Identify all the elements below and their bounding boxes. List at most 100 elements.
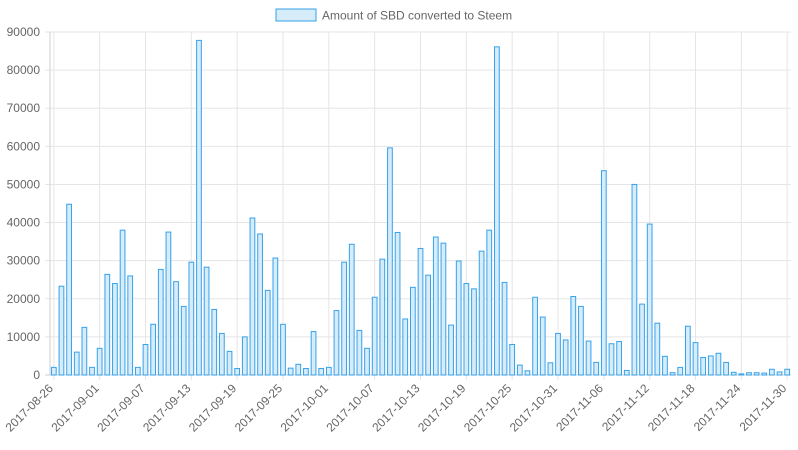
bar[interactable]: [287, 367, 294, 376]
bar[interactable]: [348, 243, 355, 376]
bar[interactable]: [769, 368, 775, 376]
bar[interactable]: [310, 331, 317, 376]
bar[interactable]: [715, 352, 722, 376]
bar[interactable]: [249, 217, 256, 376]
bar[interactable]: [272, 257, 279, 376]
bar[interactable]: [325, 366, 332, 376]
bar[interactable]: [532, 296, 538, 376]
bar[interactable]: [524, 370, 531, 376]
bar[interactable]: [188, 261, 195, 376]
bar[interactable]: [784, 368, 791, 376]
bar[interactable]: [455, 260, 462, 376]
bar[interactable]: [585, 340, 592, 376]
bar[interactable]: [440, 242, 447, 376]
bar[interactable]: [608, 343, 615, 376]
bar[interactable]: [654, 322, 661, 376]
bar[interactable]: [677, 366, 684, 376]
bar[interactable]: [379, 258, 386, 376]
bar[interactable]: [96, 347, 103, 376]
bar[interactable]: [112, 283, 118, 376]
bar[interactable]: [639, 303, 645, 376]
bar[interactable]: [730, 371, 737, 376]
bar[interactable]: [776, 371, 783, 376]
bar[interactable]: [157, 268, 164, 376]
bar[interactable]: [402, 318, 409, 376]
bar[interactable]: [119, 229, 126, 376]
legend-swatch[interactable]: [275, 8, 317, 22]
bar[interactable]: [241, 336, 248, 376]
bar[interactable]: [280, 323, 286, 376]
bar[interactable]: [264, 289, 271, 376]
bar[interactable]: [578, 305, 584, 376]
bar[interactable]: [463, 283, 470, 376]
bar[interactable]: [692, 342, 699, 376]
bar[interactable]: [486, 229, 493, 376]
bar[interactable]: [761, 372, 768, 376]
bar[interactable]: [494, 46, 500, 376]
bar[interactable]: [593, 361, 600, 376]
bar[interactable]: [394, 231, 401, 376]
bar[interactable]: [89, 366, 95, 376]
bar[interactable]: [707, 355, 714, 376]
bar[interactable]: [623, 369, 630, 376]
bar[interactable]: [303, 368, 309, 376]
bar[interactable]: [547, 362, 554, 376]
bar[interactable]: [226, 350, 233, 376]
bar[interactable]: [417, 247, 424, 376]
bar[interactable]: [738, 373, 745, 376]
bar[interactable]: [295, 363, 302, 376]
bar[interactable]: [509, 344, 516, 376]
bar[interactable]: [539, 316, 546, 376]
bar[interactable]: [471, 288, 477, 376]
bar[interactable]: [646, 223, 653, 376]
bar[interactable]: [387, 147, 393, 376]
bar[interactable]: [562, 339, 569, 376]
bar[interactable]: [631, 183, 638, 376]
bar[interactable]: [753, 372, 760, 376]
bar[interactable]: [364, 347, 370, 376]
bar[interactable]: [432, 236, 439, 376]
bar[interactable]: [371, 296, 378, 376]
bar[interactable]: [104, 273, 111, 376]
bar[interactable]: [173, 281, 179, 376]
bar[interactable]: [478, 250, 485, 376]
bar[interactable]: [662, 355, 668, 376]
bar[interactable]: [669, 372, 676, 376]
bar[interactable]: [555, 332, 561, 376]
bar[interactable]: [425, 274, 432, 376]
bar[interactable]: [81, 326, 88, 376]
bar[interactable]: [501, 281, 508, 376]
bar[interactable]: [203, 266, 210, 376]
bar[interactable]: [600, 170, 607, 376]
bar[interactable]: [685, 325, 691, 376]
bar[interactable]: [127, 275, 134, 376]
bar[interactable]: [142, 344, 149, 376]
chart-legend[interactable]: Amount of SBD converted to Steem: [275, 8, 512, 23]
bar[interactable]: [333, 310, 340, 376]
bar[interactable]: [341, 261, 347, 376]
bar[interactable]: [616, 340, 622, 376]
bar[interactable]: [50, 366, 57, 376]
bar[interactable]: [448, 324, 454, 376]
bar[interactable]: [165, 231, 172, 376]
legend-label[interactable]: Amount of SBD converted to Steem: [322, 9, 512, 23]
bar[interactable]: [318, 368, 325, 376]
bar[interactable]: [219, 332, 225, 376]
bar[interactable]: [516, 364, 523, 376]
bar[interactable]: [746, 372, 752, 376]
bar[interactable]: [700, 356, 707, 376]
bar[interactable]: [211, 308, 218, 376]
bar[interactable]: [356, 329, 363, 376]
bar[interactable]: [73, 351, 80, 376]
bar[interactable]: [723, 361, 729, 376]
bar[interactable]: [66, 203, 72, 376]
bar[interactable]: [570, 295, 577, 376]
bar[interactable]: [196, 39, 202, 376]
bar[interactable]: [134, 366, 141, 376]
bar[interactable]: [234, 368, 241, 376]
bar[interactable]: [257, 233, 263, 376]
bar[interactable]: [150, 323, 156, 376]
bar[interactable]: [58, 285, 65, 376]
bar[interactable]: [180, 305, 187, 376]
bar[interactable]: [409, 286, 416, 376]
